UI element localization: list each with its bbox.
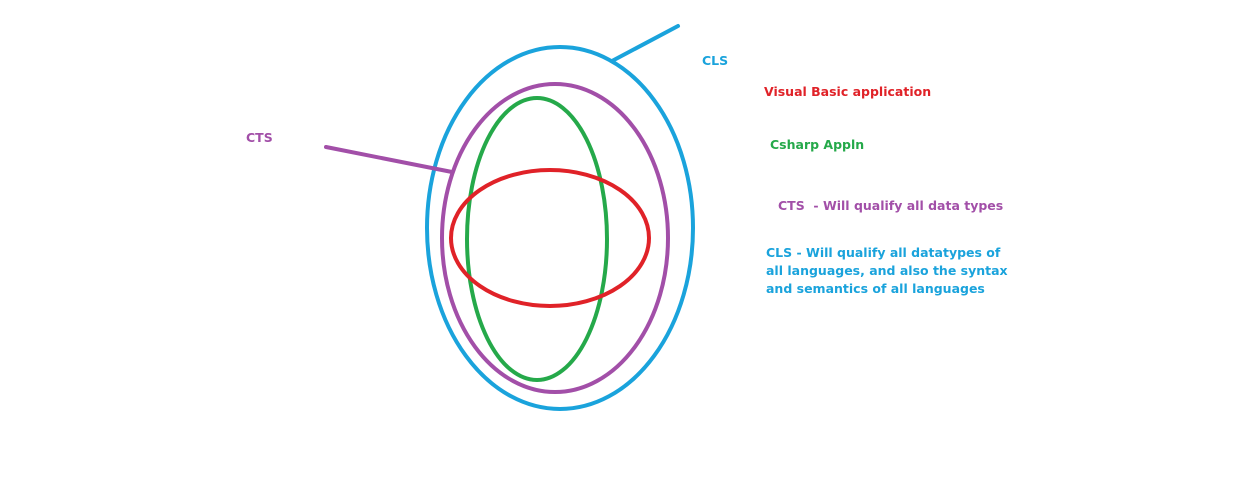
cls-description-line: CLS - Will qualify all datatypes of: [766, 245, 1001, 260]
cts-description: CTS - Will qualify all data types: [778, 198, 1004, 213]
cls-description-line: and semantics of all languages: [766, 281, 985, 296]
csharp-ellipse: [465, 96, 609, 382]
visual-basic-ellipse: [449, 168, 651, 308]
cts-ellipse: [440, 82, 670, 394]
csharp-label: Csharp Appln: [770, 137, 865, 152]
cls-description: CLS - Will qualify all datatypes of all …: [766, 244, 1008, 298]
cls-ellipse: [425, 45, 695, 411]
cts-pointer-line: [324, 145, 454, 174]
cts-label: CTS: [246, 130, 273, 145]
visual-basic-label: Visual Basic application: [764, 84, 932, 99]
cls-description-line: all languages, and also the syntax: [766, 263, 1008, 278]
cls-label: CLS: [702, 53, 729, 68]
cls-pointer-line: [610, 24, 680, 63]
